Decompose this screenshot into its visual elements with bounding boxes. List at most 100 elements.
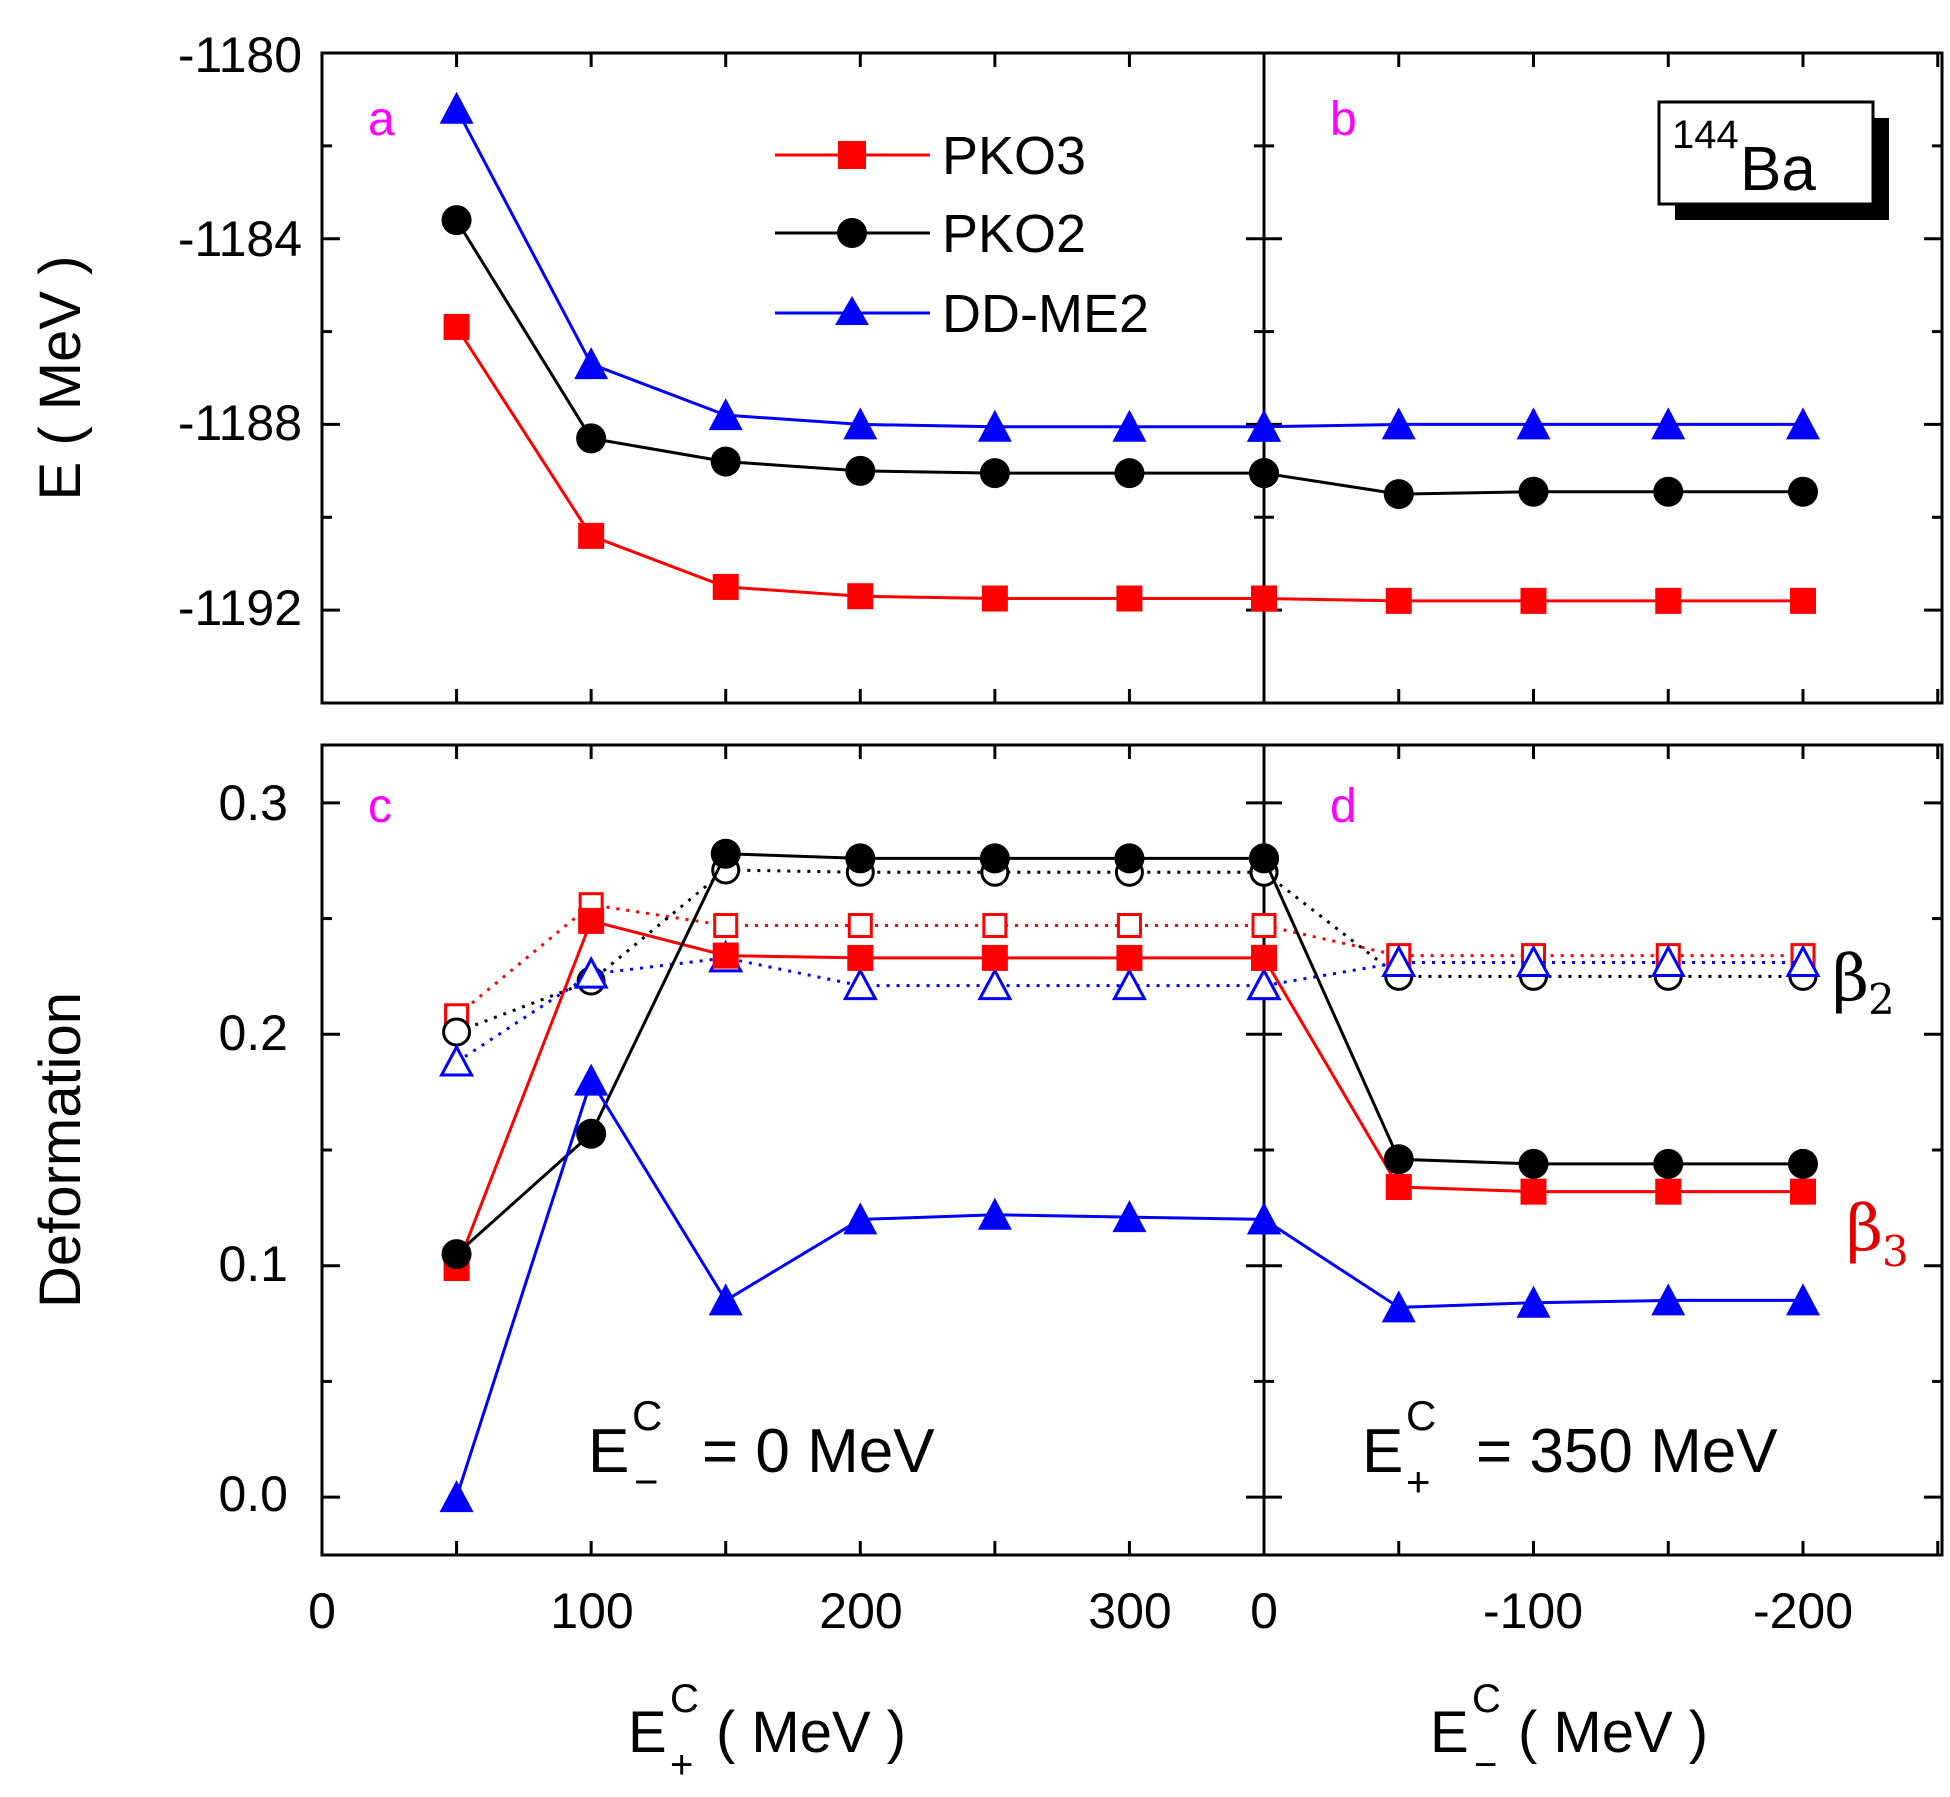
data-point xyxy=(1653,476,1684,507)
annotation-right: E C + = 350 MeV xyxy=(1362,1392,1778,1505)
data-point xyxy=(1651,1283,1686,1316)
data-point xyxy=(845,843,876,874)
panel-label-d: d xyxy=(1330,780,1357,833)
data-point xyxy=(979,458,1010,489)
x-axis-title-symbol: E xyxy=(628,1700,667,1765)
data-point xyxy=(712,942,739,969)
y-tick-label: 0.2 xyxy=(218,1005,288,1061)
data-point xyxy=(576,423,607,454)
data-point xyxy=(981,944,1008,971)
annotation-left: E C − = 0 MeV xyxy=(588,1392,935,1505)
data-point xyxy=(710,446,741,477)
data-point xyxy=(1786,1283,1820,1316)
data-point xyxy=(847,583,874,610)
legend-label: PKO2 xyxy=(942,204,1086,264)
y-tick-label: -1192 xyxy=(178,580,302,636)
beta3-symbol: β xyxy=(1846,1192,1883,1266)
axis-ticks xyxy=(322,51,1942,1555)
data-point xyxy=(1786,407,1820,440)
beta2-label: β 2 xyxy=(1832,942,1895,1024)
data-point xyxy=(439,91,474,124)
data-point xyxy=(576,1118,607,1149)
data-point xyxy=(1112,1200,1147,1233)
data-point xyxy=(443,313,470,340)
data-point xyxy=(1381,944,1417,978)
annotation-value: = 0 MeV xyxy=(702,1417,935,1486)
nucleus-label-box: 144 Ba xyxy=(1657,100,1889,220)
data-point xyxy=(441,205,472,236)
x-tick-label: -100 xyxy=(1483,1583,1583,1639)
legend-marker-square-icon xyxy=(838,141,866,169)
data-point xyxy=(847,944,874,971)
y-tick-label: 0.0 xyxy=(218,1466,288,1522)
data-point xyxy=(1650,944,1686,978)
data-point xyxy=(843,1202,878,1235)
data-point xyxy=(1785,944,1821,978)
data-point xyxy=(708,1283,743,1316)
data-point xyxy=(1246,967,1282,1001)
legend-marker-triangle-icon xyxy=(835,296,869,325)
data-point xyxy=(1251,585,1277,612)
data-point xyxy=(710,838,741,869)
data-point xyxy=(1251,913,1277,939)
y-tick-label: -1188 xyxy=(178,395,302,451)
data-point xyxy=(1385,587,1412,614)
x-axis-title-sup: C xyxy=(670,1677,699,1721)
x-tick-label: -200 xyxy=(1753,1583,1853,1639)
data-point xyxy=(439,1480,474,1513)
data-point xyxy=(1116,944,1143,971)
data-point xyxy=(1114,843,1145,874)
data-point xyxy=(1385,1174,1412,1201)
annotation-symbol: E xyxy=(1362,1417,1403,1486)
legend: PKO3 PKO2 DD-ME2 xyxy=(775,126,1149,344)
annotation-sub: + xyxy=(1406,1458,1431,1505)
x-tick-label: 100 xyxy=(550,1583,633,1639)
data-point xyxy=(1520,587,1547,614)
data-point xyxy=(979,843,1010,874)
legend-marker-circle-icon xyxy=(837,218,867,248)
x-tick-label: 0 xyxy=(308,1583,336,1639)
annotation-value: = 350 MeV xyxy=(1476,1417,1778,1486)
data-point xyxy=(1655,587,1682,614)
panel-label-a: a xyxy=(368,93,395,146)
annotation-sub: − xyxy=(634,1458,659,1505)
data-point xyxy=(843,407,878,440)
panel-label-b: b xyxy=(1330,93,1357,146)
data-point xyxy=(1653,1148,1684,1179)
nucleus-mass-number: 144 xyxy=(1672,113,1739,157)
data-point xyxy=(1515,944,1552,978)
x-axis-title-sub: + xyxy=(670,1743,693,1787)
annotation-symbol: E xyxy=(588,1417,629,1486)
x-axis-title-symbol: E xyxy=(1430,1700,1469,1765)
y-tick-label: 0.1 xyxy=(218,1236,288,1292)
x-tick-label: 300 xyxy=(1088,1583,1171,1639)
annotation-sup: C xyxy=(1406,1392,1436,1439)
data-point xyxy=(1516,1285,1551,1318)
data-point xyxy=(573,955,609,989)
x-axis-title-left: E C + ( MeV ) xyxy=(628,1677,906,1787)
data-point xyxy=(1114,458,1145,489)
annotation-sup: C xyxy=(632,1392,662,1439)
beta3-subscript: 3 xyxy=(1882,1227,1909,1276)
data-point xyxy=(578,907,605,934)
series-line-pko2-beta3 xyxy=(1262,857,1803,1166)
data-point xyxy=(441,1239,472,1270)
data-point xyxy=(712,573,739,600)
data-point xyxy=(442,1017,472,1047)
top-panel-frame xyxy=(320,51,1944,705)
x-tick-label: 200 xyxy=(819,1583,902,1639)
data-point xyxy=(1251,944,1277,971)
data-point xyxy=(1655,1178,1682,1205)
data-point xyxy=(981,585,1008,612)
beta3-label: β 3 xyxy=(1846,1192,1909,1276)
data-point xyxy=(842,967,878,1001)
data-point xyxy=(439,1043,475,1077)
data-point xyxy=(1788,476,1818,507)
data-point xyxy=(713,913,739,939)
x-tick-label: 0 xyxy=(1250,1583,1278,1639)
data-point xyxy=(1249,843,1279,874)
data-point xyxy=(1249,458,1279,489)
legend-label: PKO3 xyxy=(942,126,1086,186)
data-point xyxy=(847,913,873,939)
data-point xyxy=(1381,407,1416,440)
